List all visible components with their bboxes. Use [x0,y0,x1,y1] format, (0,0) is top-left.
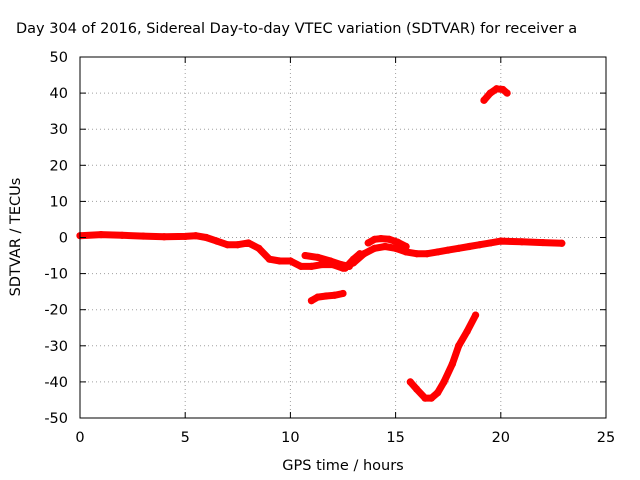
data-point [463,327,471,335]
data-point [364,239,372,247]
data-point [434,389,442,397]
x-tick-label: 5 [181,430,190,446]
data-point [314,253,322,261]
data-point [558,239,566,247]
data-point [421,394,429,402]
data-point [402,242,410,251]
data-point [301,251,309,260]
data-point [492,85,501,93]
y-axis-label: SDTVAR / TECUs [8,178,24,297]
data-point [234,241,242,249]
data-point [318,260,326,269]
data-point [213,237,221,245]
data-point [392,244,400,252]
y-tick-label: 40 [50,86,68,102]
data-point [539,238,547,247]
data-point [307,297,316,305]
y-tick-label: -30 [44,339,68,355]
data-point [139,232,147,240]
data-point [265,255,273,263]
y-tick-label: -10 [44,267,68,283]
data-point [440,378,448,386]
y-tick-label: 30 [50,122,68,138]
data-point [330,291,339,299]
data-point [381,242,389,251]
y-tick-label: 20 [50,158,68,174]
data-point [286,257,294,265]
data-point [518,238,526,246]
data-point [465,242,473,251]
data-point [471,311,480,319]
data-point [486,89,494,97]
y-tick-label: 0 [59,231,68,247]
x-tick-label: 25 [597,430,615,446]
data-point [455,244,463,252]
x-tick-label: 10 [281,430,299,446]
data-point [307,262,316,270]
data-point [181,232,189,241]
y-tick-label: -40 [44,375,68,391]
y-tick-label: -50 [44,411,68,427]
data-point [486,239,494,247]
x-tick-label: 20 [492,430,510,446]
data-point [413,250,421,258]
data-point [476,241,484,249]
data-point [349,255,358,263]
x-tick-label: 15 [386,430,404,446]
data-point [406,378,414,386]
y-tick-label: -20 [44,303,68,319]
data-point [276,257,284,265]
series-layer [76,85,566,402]
data-point [444,246,452,254]
x-tick-label: 0 [75,430,84,446]
data-point [97,231,105,239]
tick-layer: 0 5 10 15 20 25 -50 -40 -30 -20 -10 0 10 20 30 40 50 [44,50,615,446]
data-point [370,235,379,243]
data-point [255,244,263,252]
data-point [497,237,505,245]
data-point [244,239,252,247]
data-point [434,248,442,256]
data-point [480,96,488,104]
data-point [427,394,435,402]
data-point [341,264,349,272]
chart-title: Day 304 of 2016, Sidereal Day-to-day VTE… [16,21,577,37]
y-tick-label: 10 [50,194,68,210]
data-point [202,233,210,242]
data-point [314,293,322,301]
data-point [192,232,200,240]
data-point [377,234,385,243]
data-point [448,360,457,368]
data-point [370,244,379,252]
data-point [160,233,168,241]
data-point [297,262,305,270]
data-point [223,241,231,249]
data-point [455,342,463,350]
data-point [326,257,334,265]
data-point [339,289,347,298]
data-point [413,385,421,393]
series-segment-18h-dip [406,311,480,402]
data-point [402,248,410,256]
data-point [118,231,126,239]
data-point [394,238,402,246]
data-point [322,292,330,300]
y-tick-label: 50 [50,50,68,66]
data-point [423,250,431,258]
data-point [356,250,364,258]
data-point [503,89,511,97]
x-axis-label: GPS time / hours [282,458,403,474]
data-point [385,235,393,243]
